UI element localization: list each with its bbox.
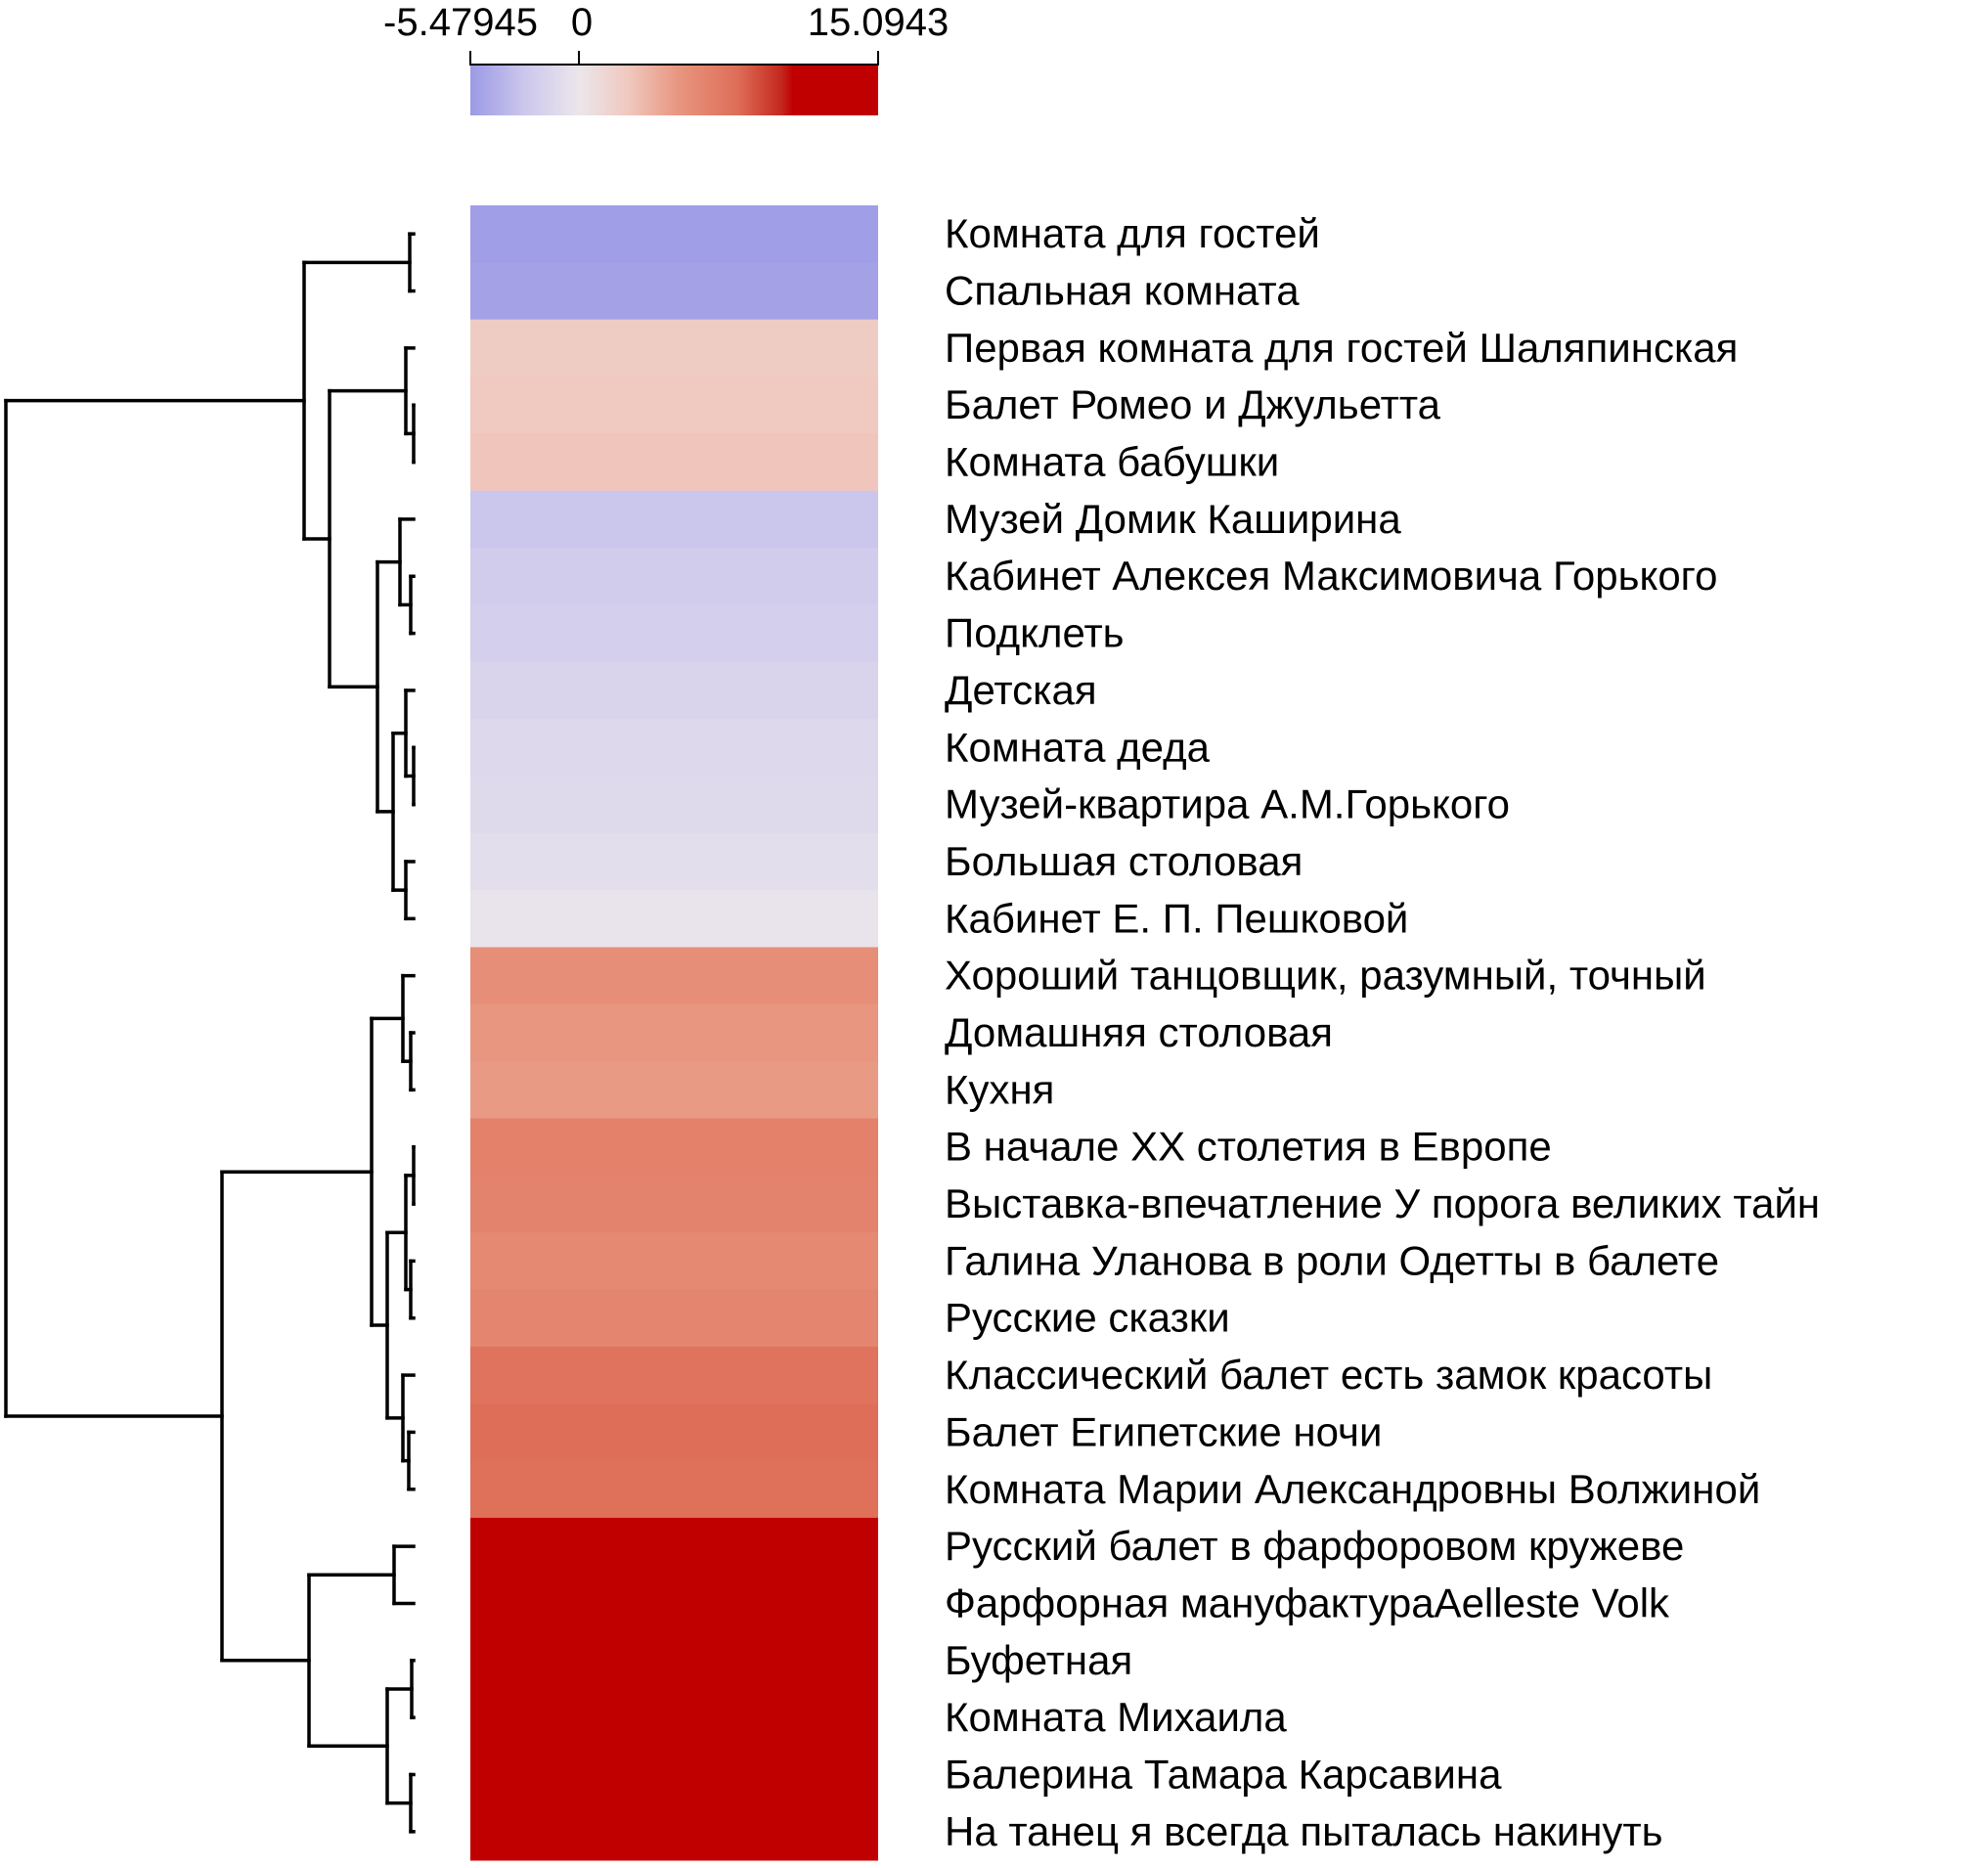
color-key-min-label: -5.47945 (383, 1, 538, 44)
heatmap-cell (470, 1403, 878, 1462)
heatmap-cell (470, 1517, 878, 1576)
heatmap-cell (470, 1746, 878, 1804)
heatmap-cell (470, 1460, 878, 1519)
color-key-bar (470, 66, 878, 115)
row-label: Комната Марии Александровны Волжиной (945, 1466, 1760, 1512)
row-label: Музей Домик Каширина (945, 496, 1401, 542)
row-label: Музей-квартира А.М.Горького (945, 781, 1510, 827)
row-label: Хороший танцовщик, разумный, точный (945, 953, 1706, 999)
row-label: На танец я всегда пыталась накинуть (945, 1808, 1663, 1854)
heatmap-cell (470, 1346, 878, 1404)
heatmap-cell (470, 661, 878, 720)
row-label: Фарфорная мануфактураAelleste Volk (945, 1579, 1670, 1625)
row-labels: Комната для гостей Спальная комната Первая… (945, 210, 1820, 1854)
row-label: В начале XX столетия в Европе (945, 1124, 1552, 1170)
row-label: Кухня (945, 1066, 1054, 1112)
row-label: Первая комната для гостей Шаляпинская (945, 325, 1738, 371)
heatmap-cell (470, 1575, 878, 1633)
row-label: Балет Ромео и Джульетта (945, 381, 1441, 427)
heatmap-cell (470, 319, 878, 378)
heatmap-cell (470, 1688, 878, 1747)
row-label: Большая столовая (945, 838, 1303, 884)
color-key-max-label: 15.0943 (808, 1, 950, 44)
heatmap-cell (470, 1289, 878, 1348)
row-label: Буфетная (945, 1637, 1132, 1683)
heatmap-cell (470, 205, 878, 263)
row-label: Русские сказки (945, 1295, 1230, 1341)
row-label: Комната бабушки (945, 439, 1279, 485)
heatmap-cell (470, 719, 878, 777)
heatmap-cell (470, 1232, 878, 1291)
heatmap-cell (470, 604, 878, 663)
heatmap-cell (470, 490, 878, 549)
row-label: Балет Египетские ночи (945, 1408, 1382, 1454)
heatmap-cell (470, 832, 878, 891)
heatmap-cell (470, 548, 878, 605)
row-dendrogram (4, 232, 416, 1834)
row-label: Галина Уланова в роли Одетты в балете (945, 1237, 1719, 1283)
row-label: Балерина Тамара Карсавина (945, 1751, 1502, 1797)
row-label: Выставка-впечатление У порога великих та… (945, 1180, 1820, 1226)
heatmap-cell (470, 377, 878, 434)
row-label: Домашняя столовая (945, 1009, 1333, 1055)
heatmap-cell (470, 1175, 878, 1233)
heatmap-cell (470, 1061, 878, 1120)
row-label: Кабинет Е. П. Пешковой (945, 895, 1408, 941)
color-key: -5.47945 0 15.0943 (383, 1, 949, 115)
heatmap-cell (470, 890, 878, 948)
row-label: Кабинет Алексея Максимовича Горького (945, 553, 1717, 599)
heatmap-cell (470, 776, 878, 834)
heatmap-cells (470, 205, 878, 1861)
row-label: Комната деда (945, 724, 1211, 770)
heatmap-cell (470, 947, 878, 1005)
heatmap-cell (470, 1003, 878, 1062)
row-label: Комната для гостей (945, 210, 1320, 256)
row-label: Русский балет в фарфоровом кружеве (945, 1523, 1684, 1569)
row-label: Детская (945, 667, 1097, 713)
heatmap-cell (470, 1631, 878, 1690)
heatmap-cell (470, 1118, 878, 1177)
row-label: Спальная комната (945, 268, 1300, 314)
heatmap-cell (470, 1802, 878, 1861)
row-label: Комната Михаила (945, 1694, 1287, 1740)
heatmap-cell (470, 433, 878, 492)
color-key-zero-label: 0 (571, 1, 593, 44)
row-label: Подклеть (945, 610, 1125, 656)
row-label: Классический балет есть замок красоты (945, 1352, 1712, 1398)
heatmap-cell (470, 262, 878, 321)
